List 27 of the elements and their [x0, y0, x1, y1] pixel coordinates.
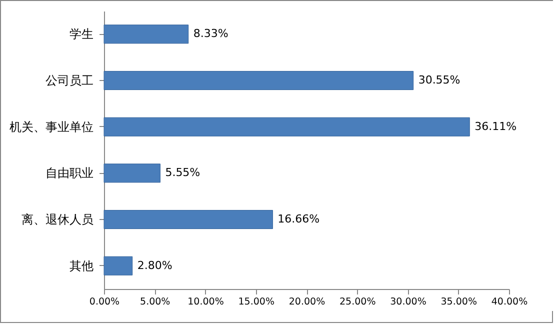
x-tick-label: 15.00% — [238, 296, 274, 308]
data-label: 16.66% — [278, 212, 320, 226]
x-tick-label: 30.00% — [390, 296, 426, 308]
bar — [104, 117, 470, 136]
x-tick-label: 20.00% — [288, 296, 326, 308]
data-label: 5.55% — [165, 166, 200, 180]
bar — [104, 24, 189, 44]
x-tick-label: 25.00% — [340, 296, 376, 308]
bar — [104, 210, 273, 230]
bar — [104, 70, 414, 90]
x-tick-label: 5.00% — [140, 296, 170, 308]
y-tick-label: 学生 — [70, 27, 94, 42]
bar — [104, 164, 160, 183]
data-label: 36.11% — [474, 120, 517, 133]
data-label: 2.80% — [137, 258, 172, 272]
x-tick-label: 10.00% — [188, 296, 224, 308]
data-label: 30.55% — [418, 74, 460, 86]
y-tick-label: 其他 — [70, 258, 94, 273]
x-tick-label: 40.00% — [491, 296, 528, 308]
x-tick-label: 0.00% — [89, 296, 120, 308]
y-tick-label: 机关、事业单位 — [10, 120, 94, 134]
y-tick-label: 公司员工 — [46, 74, 94, 88]
data-label: 8.33% — [193, 27, 228, 40]
x-tick-label: 35.00% — [440, 296, 477, 308]
y-tick-label: 离、退休人员 — [22, 212, 94, 226]
y-tick-label: 自由职业 — [46, 166, 94, 180]
bar — [104, 256, 133, 276]
